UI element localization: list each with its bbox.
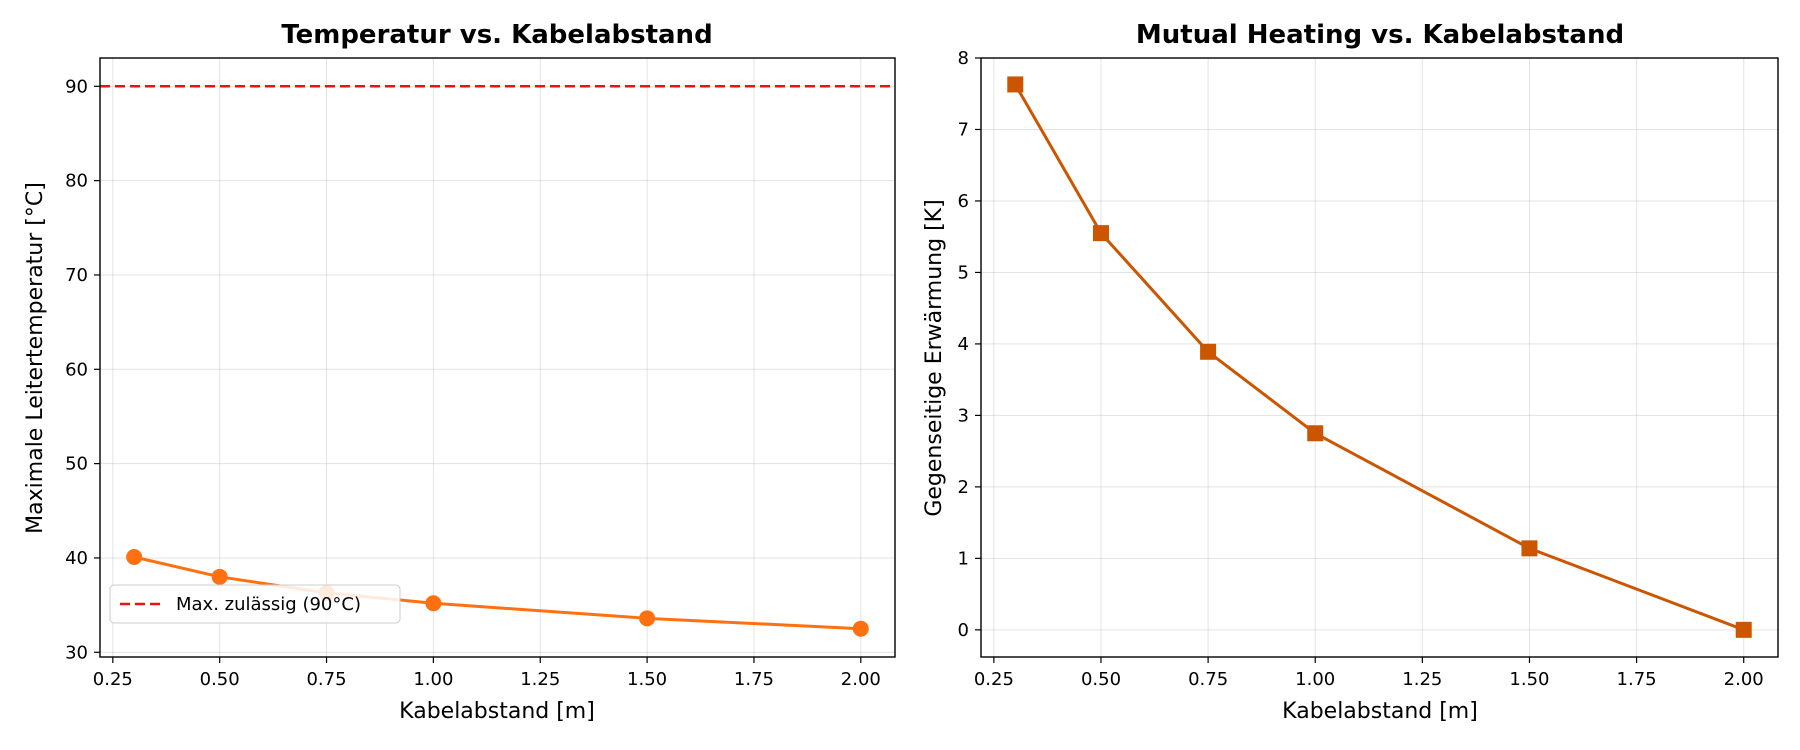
data-point: [1007, 76, 1024, 93]
data-point: [425, 595, 442, 612]
mutual-heating-chart: Mutual Heating vs. Kabelabstand Kabelabs…: [922, 20, 1779, 724]
plot-frame: [980, 57, 1779, 658]
legend-label: Max. zulässig (90°C): [176, 594, 361, 615]
data-point: [1521, 540, 1538, 557]
data-point: [1735, 621, 1752, 638]
x-tick-label: 2.00: [841, 669, 881, 690]
x-tick-label: 1.25: [1402, 669, 1442, 690]
temperature-chart: Temperatur vs. Kabelabstand Kabelabstand…: [23, 20, 896, 724]
y-tick-label: 7: [958, 119, 969, 140]
y-tick-label: 2: [958, 477, 969, 498]
y-tick-label: 80: [65, 171, 88, 192]
y-axis-label: Gegenseitige Erwärmung [K]: [922, 199, 947, 516]
y-tick-label: 50: [65, 454, 88, 475]
plot-frame: [99, 57, 896, 658]
x-tick-label: 1.75: [734, 669, 774, 690]
x-tick-label: 0.50: [1081, 669, 1121, 690]
x-tick-label: 1.50: [627, 669, 667, 690]
chart-title: Mutual Heating vs. Kabelabstand: [1136, 20, 1624, 50]
x-tick-label: 0.25: [974, 669, 1014, 690]
legend: Max. zulässig (90°C): [109, 584, 401, 624]
x-tick-label: 1.25: [520, 669, 560, 690]
data-point: [211, 568, 228, 585]
data-point: [852, 620, 869, 637]
chart-title: Temperatur vs. Kabelabstand: [281, 20, 712, 50]
y-tick-label: 60: [65, 359, 88, 380]
y-tick-label: 6: [958, 191, 969, 212]
y-tick-label: 5: [958, 262, 969, 283]
y-axis-label: Maximale Leitertemperatur [°C]: [23, 182, 48, 534]
x-tick-label: 1.00: [413, 669, 453, 690]
y-tick-label: 40: [65, 548, 88, 569]
x-axis-label: Kabelabstand [m]: [399, 699, 595, 724]
y-tick-label: 90: [65, 76, 88, 97]
legend-box: [109, 584, 401, 624]
series-line: [1013, 83, 1745, 632]
y-tick-label: 70: [65, 265, 88, 286]
data-point: [1092, 225, 1109, 242]
x-tick-label: 0.75: [306, 669, 346, 690]
x-tick-label: 1.75: [1617, 669, 1657, 690]
data-point: [1307, 425, 1324, 442]
data-point: [126, 549, 143, 566]
y-tick-label: 3: [958, 405, 969, 426]
data-point: [1200, 343, 1217, 360]
x-tick-label: 1.50: [1509, 669, 1549, 690]
x-tick-label: 0.50: [200, 669, 240, 690]
x-tick-label: 1.00: [1295, 669, 1335, 690]
data-point: [639, 610, 656, 627]
x-tick-label: 0.75: [1188, 669, 1228, 690]
y-tick-label: 1: [958, 548, 969, 569]
y-tick-label: 0: [958, 620, 969, 641]
x-axis-label: Kabelabstand [m]: [1282, 699, 1478, 724]
y-tick-label: 30: [65, 642, 88, 663]
y-tick-label: 8: [958, 48, 969, 69]
y-tick-label: 4: [958, 334, 969, 355]
x-tick-label: 2.00: [1724, 669, 1764, 690]
x-tick-label: 0.25: [93, 669, 133, 690]
